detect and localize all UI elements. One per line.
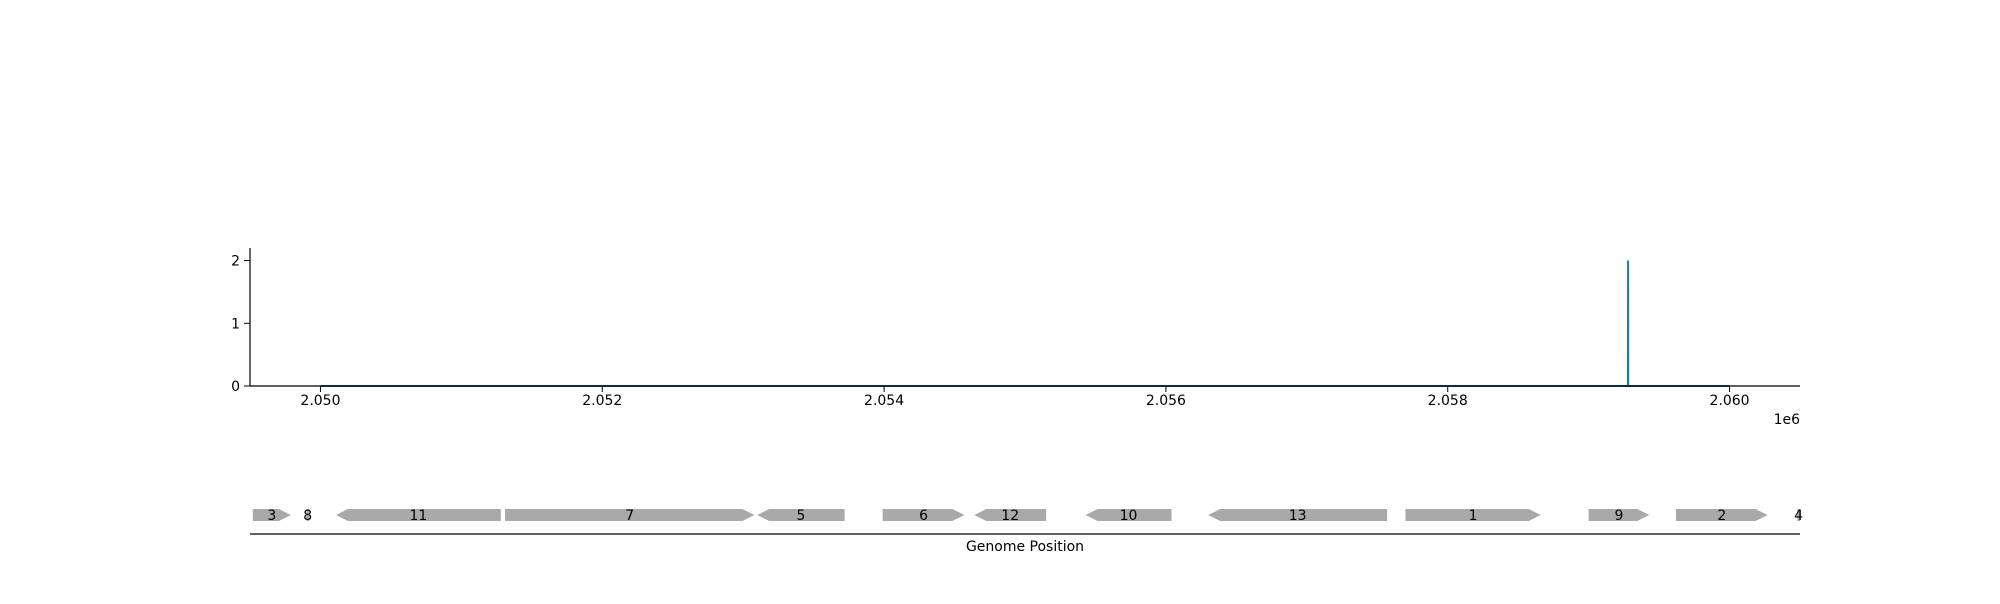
gene-map-xlabel: Genome Position [966,539,1084,555]
gene-feature-label: 3 [267,508,276,524]
gene-feature-6 [882,509,965,521]
gene-feature-label: 5 [796,508,805,524]
gene-feature-label: 10 [1120,508,1138,524]
gene-feature-1 [1405,509,1541,521]
gene-feature-13 [1208,509,1388,521]
x-axis-offset-label: 1e6 [1774,412,1801,428]
gene-feature-4 [1797,509,1800,521]
gene-feature-9 [1588,509,1650,521]
gene-feature-10 [1085,509,1172,521]
gene-feature-12 [974,509,1047,521]
gene-feature-label: 2 [1717,508,1726,524]
x-tick-label: 2.052 [582,393,622,409]
gene-features: 3 8 11 7 5 6 12 10 13 1 9 2 4 [252,508,1803,524]
coverage-series [320,260,1730,387]
gene-feature-label: 1 [1469,508,1478,524]
x-tick-label: 2.054 [864,393,904,409]
gene-feature-label: 12 [1001,508,1019,524]
y-axis-ticks: 0 1 2 [231,254,250,395]
gene-feature-label: 6 [919,508,928,524]
y-tick-label: 0 [231,379,240,395]
gene-feature-label: 4 [1794,508,1803,524]
gene-feature-5 [757,509,845,521]
y-tick-label: 1 [231,316,240,332]
x-tick-label: 2.058 [1428,393,1468,409]
gene-feature-3 [252,509,291,521]
x-axis-ticks: 2.050 2.052 2.054 2.056 2.058 2.060 [300,386,1750,409]
gene-feature-label: 8 [303,508,312,524]
coverage-line-0 [320,260,1730,387]
gene-map: 3 8 11 7 5 6 12 10 13 1 9 2 4 Genome Position [250,508,1803,555]
gene-feature-11 [335,509,501,521]
x-tick-label: 2.056 [1146,393,1186,409]
gene-feature-label: 7 [625,508,634,524]
gene-feature-label: 9 [1614,508,1623,524]
gene-feature-8 [306,509,310,521]
gene-feature-7 [505,509,755,521]
x-tick-label: 2.060 [1709,393,1749,409]
gene-feature-label: 11 [409,508,427,524]
coverage-plot: 2.050 2.052 2.054 2.056 2.058 2.060 0 1 2 1e6 [231,248,1800,428]
y-tick-label: 2 [231,254,240,270]
gene-feature-label: 13 [1289,508,1307,524]
gene-feature-2 [1676,509,1768,521]
x-tick-label: 2.050 [300,393,340,409]
